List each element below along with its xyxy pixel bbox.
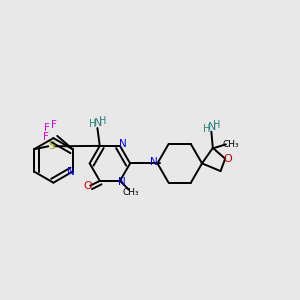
Text: CH₃: CH₃	[123, 188, 140, 197]
Text: F: F	[51, 120, 57, 130]
Text: S: S	[48, 141, 55, 151]
Text: H: H	[89, 119, 96, 130]
Text: H: H	[213, 120, 220, 130]
Text: F: F	[44, 124, 50, 134]
Text: O: O	[83, 181, 92, 191]
Text: N: N	[118, 177, 126, 188]
Text: N: N	[119, 139, 127, 149]
Text: N: N	[208, 122, 216, 132]
Text: N: N	[150, 157, 158, 167]
Text: H: H	[203, 124, 210, 134]
Text: O: O	[224, 154, 233, 164]
Text: CH₃: CH₃	[223, 140, 240, 149]
Text: N: N	[67, 167, 75, 176]
Text: F: F	[43, 132, 49, 142]
Text: N: N	[94, 118, 102, 128]
Text: H: H	[99, 116, 106, 126]
